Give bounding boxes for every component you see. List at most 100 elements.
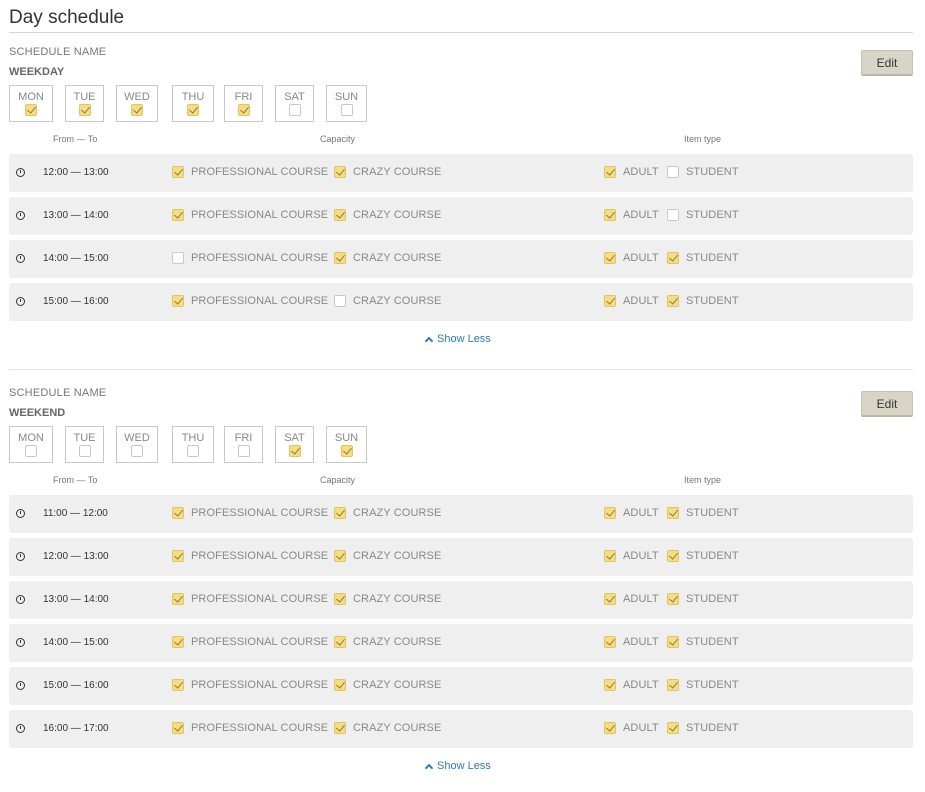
day-toggle-tue[interactable]: TUE <box>65 85 104 122</box>
option-student[interactable]: STUDENT <box>667 252 739 264</box>
option-professional[interactable]: PROFESSIONAL COURSE <box>172 636 328 648</box>
option-professional[interactable]: PROFESSIONAL COURSE <box>172 166 328 178</box>
day-checkbox[interactable] <box>340 104 353 116</box>
option-professional[interactable]: PROFESSIONAL COURSE <box>172 209 328 221</box>
option-professional[interactable]: PROFESSIONAL COURSE <box>172 550 328 562</box>
option-crazy[interactable]: CRAZY COURSE <box>334 679 441 691</box>
crazy-checkbox[interactable] <box>334 209 346 221</box>
day-checkbox[interactable] <box>340 445 353 457</box>
day-checkbox[interactable] <box>25 445 37 457</box>
option-crazy[interactable]: CRAZY COURSE <box>334 209 441 221</box>
adult-checkbox[interactable] <box>604 722 616 734</box>
student-checkbox[interactable] <box>667 550 679 562</box>
professional-checkbox[interactable] <box>172 295 184 307</box>
student-checkbox[interactable] <box>667 679 679 691</box>
option-crazy[interactable]: CRAZY COURSE <box>334 550 441 562</box>
adult-checkbox[interactable] <box>604 550 616 562</box>
option-professional[interactable]: PROFESSIONAL COURSE <box>172 679 328 691</box>
student-checkbox[interactable] <box>667 507 679 519</box>
option-student[interactable]: STUDENT <box>667 166 739 178</box>
edit-button[interactable]: Edit <box>861 50 913 76</box>
option-crazy[interactable]: CRAZY COURSE <box>334 252 441 264</box>
show-less-link[interactable]: Show Less <box>424 333 491 345</box>
option-student[interactable]: STUDENT <box>667 593 739 605</box>
adult-checkbox[interactable] <box>604 679 616 691</box>
day-checkbox[interactable] <box>237 104 250 116</box>
professional-checkbox[interactable] <box>172 209 184 221</box>
crazy-checkbox[interactable] <box>334 679 346 691</box>
day-toggle-sun[interactable]: SUN <box>326 85 367 122</box>
student-checkbox[interactable] <box>667 209 679 221</box>
option-student[interactable]: STUDENT <box>667 295 739 307</box>
day-toggle-mon[interactable]: MON <box>9 426 53 463</box>
day-checkbox[interactable] <box>288 104 301 116</box>
student-checkbox[interactable] <box>667 166 679 178</box>
option-student[interactable]: STUDENT <box>667 507 739 519</box>
option-adult[interactable]: ADULT <box>604 252 659 264</box>
show-less-link[interactable]: Show Less <box>424 760 491 772</box>
day-toggle-wed[interactable]: WED <box>116 85 158 122</box>
option-adult[interactable]: ADULT <box>604 166 659 178</box>
day-checkbox[interactable] <box>237 445 250 457</box>
day-toggle-sat[interactable]: SAT <box>275 85 314 122</box>
option-adult[interactable]: ADULT <box>604 209 659 221</box>
student-checkbox[interactable] <box>667 593 679 605</box>
adult-checkbox[interactable] <box>604 166 616 178</box>
crazy-checkbox[interactable] <box>334 252 346 264</box>
day-toggle-tue[interactable]: TUE <box>65 426 104 463</box>
crazy-checkbox[interactable] <box>334 166 346 178</box>
adult-checkbox[interactable] <box>604 209 616 221</box>
option-professional[interactable]: PROFESSIONAL COURSE <box>172 507 328 519</box>
adult-checkbox[interactable] <box>604 252 616 264</box>
professional-checkbox[interactable] <box>172 166 184 178</box>
option-crazy[interactable]: CRAZY COURSE <box>334 636 441 648</box>
option-crazy[interactable]: CRAZY COURSE <box>334 507 441 519</box>
day-checkbox[interactable] <box>78 445 91 457</box>
crazy-checkbox[interactable] <box>334 295 346 307</box>
day-toggle-thu[interactable]: THU <box>172 85 214 122</box>
edit-button[interactable]: Edit <box>861 391 913 417</box>
crazy-checkbox[interactable] <box>334 550 346 562</box>
professional-checkbox[interactable] <box>172 722 184 734</box>
option-student[interactable]: STUDENT <box>667 679 739 691</box>
option-crazy[interactable]: CRAZY COURSE <box>334 295 441 307</box>
crazy-checkbox[interactable] <box>334 593 346 605</box>
student-checkbox[interactable] <box>667 636 679 648</box>
day-checkbox[interactable] <box>131 445 143 457</box>
day-toggle-fri[interactable]: FRI <box>224 426 263 463</box>
option-professional[interactable]: PROFESSIONAL COURSE <box>172 252 328 264</box>
day-checkbox[interactable] <box>25 104 37 116</box>
day-toggle-sun[interactable]: SUN <box>326 426 367 463</box>
option-crazy[interactable]: CRAZY COURSE <box>334 722 441 734</box>
option-student[interactable]: STUDENT <box>667 550 739 562</box>
crazy-checkbox[interactable] <box>334 636 346 648</box>
student-checkbox[interactable] <box>667 252 679 264</box>
option-crazy[interactable]: CRAZY COURSE <box>334 166 441 178</box>
professional-checkbox[interactable] <box>172 679 184 691</box>
day-toggle-mon[interactable]: MON <box>9 85 53 122</box>
professional-checkbox[interactable] <box>172 593 184 605</box>
professional-checkbox[interactable] <box>172 550 184 562</box>
option-professional[interactable]: PROFESSIONAL COURSE <box>172 593 328 605</box>
option-adult[interactable]: ADULT <box>604 722 659 734</box>
option-adult[interactable]: ADULT <box>604 550 659 562</box>
day-checkbox[interactable] <box>288 445 301 457</box>
professional-checkbox[interactable] <box>172 636 184 648</box>
student-checkbox[interactable] <box>667 722 679 734</box>
option-student[interactable]: STUDENT <box>667 636 739 648</box>
day-checkbox[interactable] <box>78 104 91 116</box>
option-student[interactable]: STUDENT <box>667 209 739 221</box>
adult-checkbox[interactable] <box>604 593 616 605</box>
student-checkbox[interactable] <box>667 295 679 307</box>
day-checkbox[interactable] <box>131 104 143 116</box>
option-adult[interactable]: ADULT <box>604 507 659 519</box>
adult-checkbox[interactable] <box>604 507 616 519</box>
option-crazy[interactable]: CRAZY COURSE <box>334 593 441 605</box>
day-checkbox[interactable] <box>187 104 199 116</box>
professional-checkbox[interactable] <box>172 252 184 264</box>
crazy-checkbox[interactable] <box>334 722 346 734</box>
day-checkbox[interactable] <box>187 445 199 457</box>
adult-checkbox[interactable] <box>604 636 616 648</box>
option-student[interactable]: STUDENT <box>667 722 739 734</box>
option-adult[interactable]: ADULT <box>604 593 659 605</box>
